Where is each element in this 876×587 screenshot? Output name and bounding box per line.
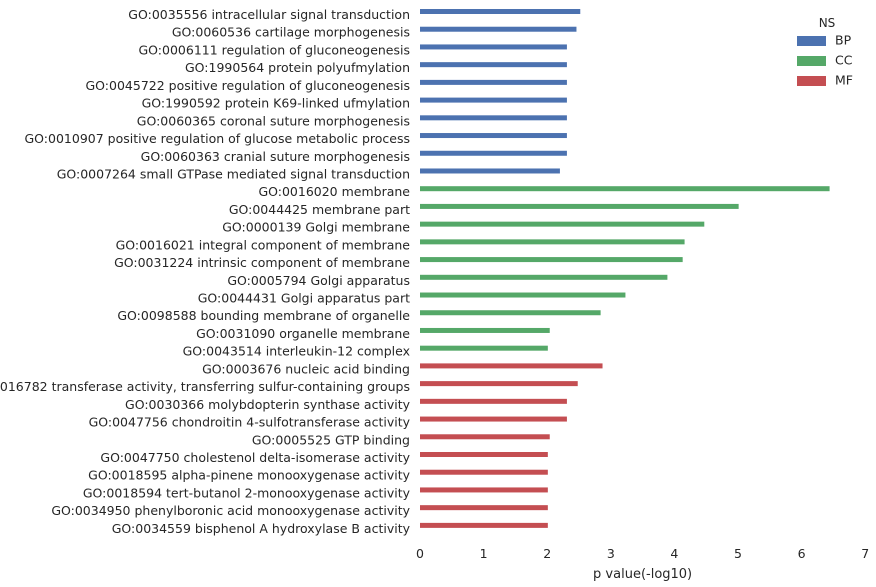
- bar-go-0060363: [420, 150, 567, 156]
- x-tick-label: 7: [861, 546, 869, 561]
- category-label: GO:0047750 cholestenol delta-isomerase a…: [100, 450, 410, 465]
- bar-go-0018595: [420, 469, 548, 475]
- category-label: GO:0005794 Golgi apparatus: [227, 273, 410, 288]
- category-label: GO:0034559 bisphenol A hydroxylase B act…: [112, 521, 411, 536]
- category-label: GO:0098588 bounding membrane of organell…: [117, 308, 410, 323]
- bar-go-0044425: [420, 203, 739, 209]
- category-label: GO:0018594 tert-butanol 2-monooxygenase …: [83, 485, 411, 500]
- bar-go-0031090: [420, 327, 550, 333]
- category-label: GO:0043514 interleukin-12 complex: [183, 344, 410, 359]
- category-label: GO:0031090 organelle membrane: [196, 326, 410, 341]
- category-label: GO:0060365 coronal suture morphogenesis: [137, 113, 410, 128]
- category-label: GO:0060536 cartilage morphogenesis: [172, 25, 410, 40]
- category-label: GO:0007264 small GTPase mediated signal …: [57, 166, 410, 181]
- category-label: GO:0018595 alpha-pinene monooxygenase ac…: [88, 468, 410, 483]
- bar-go-0035556: [420, 9, 581, 14]
- category-label: GO:0016782 transferase activity, transfe…: [0, 379, 410, 394]
- bar-go-0007264: [420, 168, 560, 174]
- bar-go-1990564: [420, 62, 567, 68]
- category-label: GO:0045722 positive regulation of glucon…: [86, 78, 411, 93]
- x-tick-label: 3: [607, 546, 615, 561]
- bar-go-0098588: [420, 310, 601, 316]
- bar-go-0047756: [420, 416, 567, 422]
- legend-label-cc: CC: [835, 53, 853, 68]
- bar-go-0000139: [420, 221, 705, 227]
- category-label: GO:1990564 protein polyufmylation: [185, 60, 410, 75]
- category-label: GO:0031224 intrinsic component of membra…: [114, 255, 410, 270]
- legend-swatch-mf: [797, 76, 826, 86]
- bar-go-0034559: [420, 522, 548, 528]
- category-label: GO:0034950 phenylboronic acid monooxygen…: [51, 503, 410, 518]
- x-tick-label: 4: [670, 546, 678, 561]
- x-tick-label: 2: [543, 546, 551, 561]
- x-tick-label: 6: [798, 546, 806, 561]
- x-tick-label: 0: [416, 546, 424, 561]
- x-tick-labels-group: 0 1 2 3 4 5 6 7: [416, 546, 869, 561]
- legend-title: NS: [819, 16, 836, 30]
- category-label: GO:0044431 Golgi apparatus part: [198, 291, 410, 306]
- bar-go-0047750: [420, 452, 548, 457]
- category-label: GO:0044425 membrane part: [229, 202, 410, 217]
- category-label: GO:0005525 GTP binding: [252, 432, 410, 447]
- bar-go-0045722: [420, 79, 567, 85]
- category-label: GO:0003676 nucleic acid binding: [202, 361, 410, 376]
- legend-swatch-cc: [797, 56, 826, 66]
- bar-go-0018594: [420, 487, 548, 493]
- bar-go-0031224: [420, 257, 683, 263]
- bars-group: [420, 9, 830, 528]
- category-label: GO:0000139 Golgi membrane: [222, 220, 410, 235]
- legend: NS BP CC MF: [797, 16, 853, 88]
- bar-go-0044431: [420, 292, 626, 298]
- category-label: GO:0035556 intracellular signal transduc…: [128, 7, 410, 22]
- category-label: GO:0047756 chondroitin 4-sulfotransferas…: [89, 415, 411, 430]
- category-labels-group: GO:0035556 intracellular signal transduc…: [0, 7, 411, 536]
- bar-go-0016782: [420, 381, 578, 387]
- category-label: GO:0010907 positive regulation of glucos…: [24, 131, 410, 146]
- bar-go-0005525: [420, 434, 550, 440]
- bar-go-0010907: [420, 133, 567, 139]
- category-label: GO:0060363 cranial suture morphogenesis: [141, 149, 410, 164]
- legend-swatch-bp: [797, 36, 826, 46]
- category-label: GO:0006111 regulation of gluconeogenesis: [139, 42, 411, 57]
- bar-go-1990592: [420, 97, 567, 103]
- x-tick-label: 1: [480, 546, 488, 561]
- x-axis-title: p value(-log10): [593, 567, 692, 582]
- bar-go-0043514: [420, 345, 548, 351]
- legend-label-bp: BP: [835, 33, 852, 48]
- bar-go-0003676: [420, 363, 603, 369]
- bar-go-0060536: [420, 26, 577, 32]
- category-label: GO:0016021 integral component of membran…: [116, 237, 411, 252]
- bar-go-0034950: [420, 505, 548, 511]
- category-label: GO:1990592 protein K69-linked ufmylation: [142, 96, 410, 111]
- bar-go-0006111: [420, 44, 567, 50]
- legend-entries: BP CC MF: [797, 33, 853, 88]
- category-label: GO:0016020 membrane: [258, 184, 410, 199]
- legend-label-mf: MF: [835, 73, 853, 88]
- x-tick-label: 5: [734, 546, 742, 561]
- bar-go-0060365: [420, 115, 567, 121]
- bar-go-0005794: [420, 274, 668, 280]
- category-label: GO:0030366 molybdopterin synthase activi…: [125, 397, 411, 412]
- bar-go-0016021: [420, 239, 685, 245]
- bar-go-0030366: [420, 398, 567, 404]
- bar-go-0016020: [420, 186, 830, 192]
